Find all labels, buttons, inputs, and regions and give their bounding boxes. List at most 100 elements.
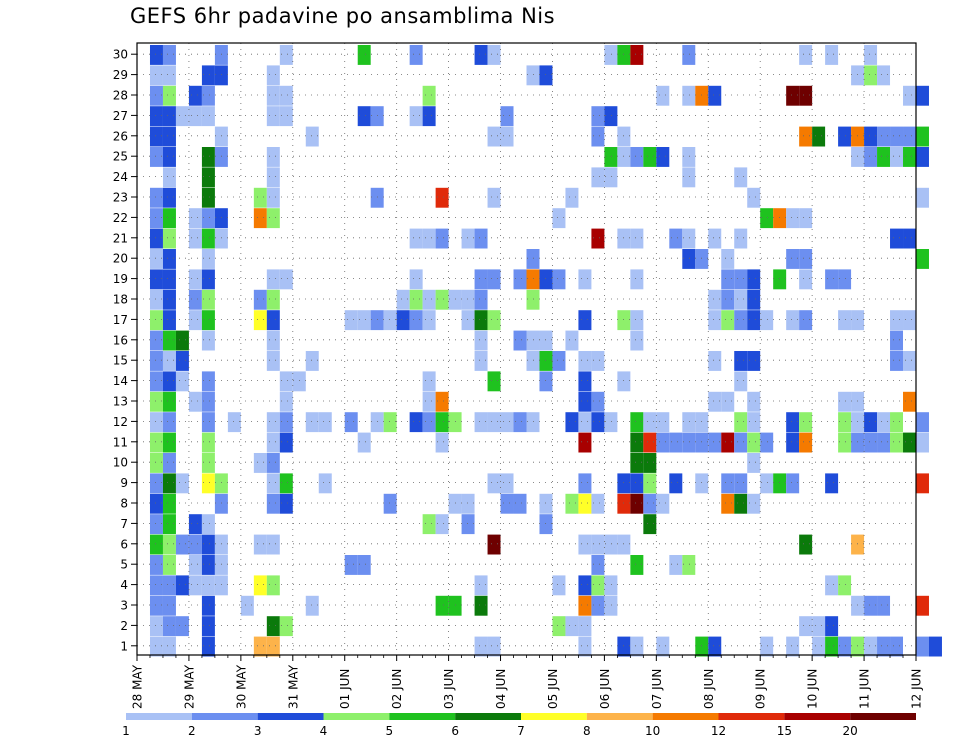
heatmap-cell <box>513 412 527 433</box>
heatmap-cell <box>890 126 904 147</box>
heatmap-cell <box>617 473 631 494</box>
heatmap-cell <box>474 269 488 290</box>
heatmap-cell <box>162 595 176 616</box>
heatmap-cell <box>825 636 839 657</box>
heatmap-cell <box>279 106 293 127</box>
heatmap-cell <box>266 208 280 229</box>
heatmap-cell <box>682 85 696 106</box>
heatmap-cell <box>448 289 462 310</box>
heatmap-cell <box>162 432 176 453</box>
heatmap-cell <box>188 289 202 310</box>
heatmap-cell <box>578 412 592 433</box>
heatmap-cell <box>409 106 423 127</box>
heatmap-cell <box>838 310 852 331</box>
heatmap-cell <box>305 412 319 433</box>
heatmap-cell <box>630 412 644 433</box>
heatmap-cell <box>617 126 631 147</box>
x-tick-label: 07 JUN <box>650 669 664 709</box>
heatmap-cell <box>357 45 371 65</box>
heatmap-cell <box>487 371 501 392</box>
heatmap-cell <box>682 249 696 269</box>
y-tick-label: 24 <box>113 170 128 184</box>
heatmap-cell <box>162 269 176 290</box>
heatmap-cell <box>162 85 176 106</box>
heatmap-cell <box>630 147 644 167</box>
x-tick-label: 01 JUN <box>338 669 352 709</box>
heatmap-cell <box>357 555 371 575</box>
heatmap-cell <box>747 269 761 290</box>
heatmap-cell <box>565 616 579 637</box>
heatmap-cell <box>188 575 202 596</box>
heatmap-cell <box>214 65 228 86</box>
heatmap-cell <box>175 575 189 596</box>
x-tick-label: 29 MAY <box>182 664 196 709</box>
heatmap-cell <box>812 636 826 657</box>
heatmap-cell <box>396 310 410 331</box>
heatmap-cell <box>201 636 215 657</box>
heatmap-cell <box>175 330 189 351</box>
heatmap-cell <box>266 453 280 473</box>
heatmap-cell <box>149 636 163 657</box>
heatmap-cell <box>799 616 813 637</box>
y-tick-label: 11 <box>113 435 128 449</box>
heatmap-cell <box>786 473 800 494</box>
heatmap-cell <box>617 45 631 65</box>
heatmap-cell <box>162 106 176 127</box>
legend-label: 4 <box>320 724 328 738</box>
heatmap-cell <box>188 534 202 555</box>
y-tick-label: 17 <box>113 313 128 327</box>
heatmap-cell <box>149 126 163 147</box>
x-tick-label: 03 JUN <box>442 669 456 709</box>
heatmap-cell <box>578 371 592 392</box>
heatmap-cell <box>253 208 267 229</box>
heatmap-cell <box>487 534 501 555</box>
heatmap-cell <box>149 228 163 249</box>
heatmap-cell <box>162 310 176 331</box>
heatmap-cell <box>175 351 189 371</box>
heatmap-cell <box>175 371 189 392</box>
heatmap-cell <box>721 473 735 494</box>
heatmap-cell <box>877 126 891 147</box>
heatmap-cell <box>799 208 813 229</box>
heatmap-cell <box>149 249 163 269</box>
heatmap-cell <box>500 473 514 494</box>
heatmap-cell <box>695 85 709 106</box>
heatmap-cell <box>448 595 462 616</box>
heatmap-cell <box>708 351 722 371</box>
legend-swatch <box>586 713 653 720</box>
heatmap-cell <box>578 575 592 596</box>
heatmap-cell <box>162 493 176 514</box>
legend-swatch <box>126 713 192 720</box>
heatmap-cell <box>474 330 488 351</box>
heatmap-cell <box>903 351 916 371</box>
heatmap-cell <box>487 269 501 290</box>
heatmap-cell <box>773 269 787 290</box>
y-tick-label: 30 <box>113 48 128 62</box>
y-tick-label: 1 <box>120 639 128 653</box>
heatmap-cell <box>409 269 423 290</box>
heatmap-cell <box>487 45 501 65</box>
heatmap-cell <box>409 412 423 433</box>
heatmap-cell <box>149 65 163 86</box>
heatmap-cell <box>201 106 215 127</box>
heatmap-cell <box>851 147 865 167</box>
heatmap-cell <box>578 269 592 290</box>
heatmap-cell <box>266 85 280 106</box>
heatmap-cell <box>318 412 332 433</box>
legend-label: 10 <box>645 724 660 738</box>
heatmap-cell <box>812 616 826 637</box>
heatmap-cell <box>526 249 540 269</box>
heatmap-cell <box>903 147 916 167</box>
heatmap-cell <box>838 269 852 290</box>
heatmap-cell <box>500 412 514 433</box>
heatmap-cell <box>838 432 852 453</box>
heatmap-cell <box>149 147 163 167</box>
grid-lines <box>137 43 916 655</box>
x-tick-label: 12 JUN <box>910 669 924 709</box>
heatmap-cell <box>539 330 553 351</box>
heatmap-cell <box>149 432 163 453</box>
heatmap-cell <box>201 269 215 290</box>
heatmap-cell <box>591 228 605 249</box>
heatmap-cell <box>630 228 644 249</box>
